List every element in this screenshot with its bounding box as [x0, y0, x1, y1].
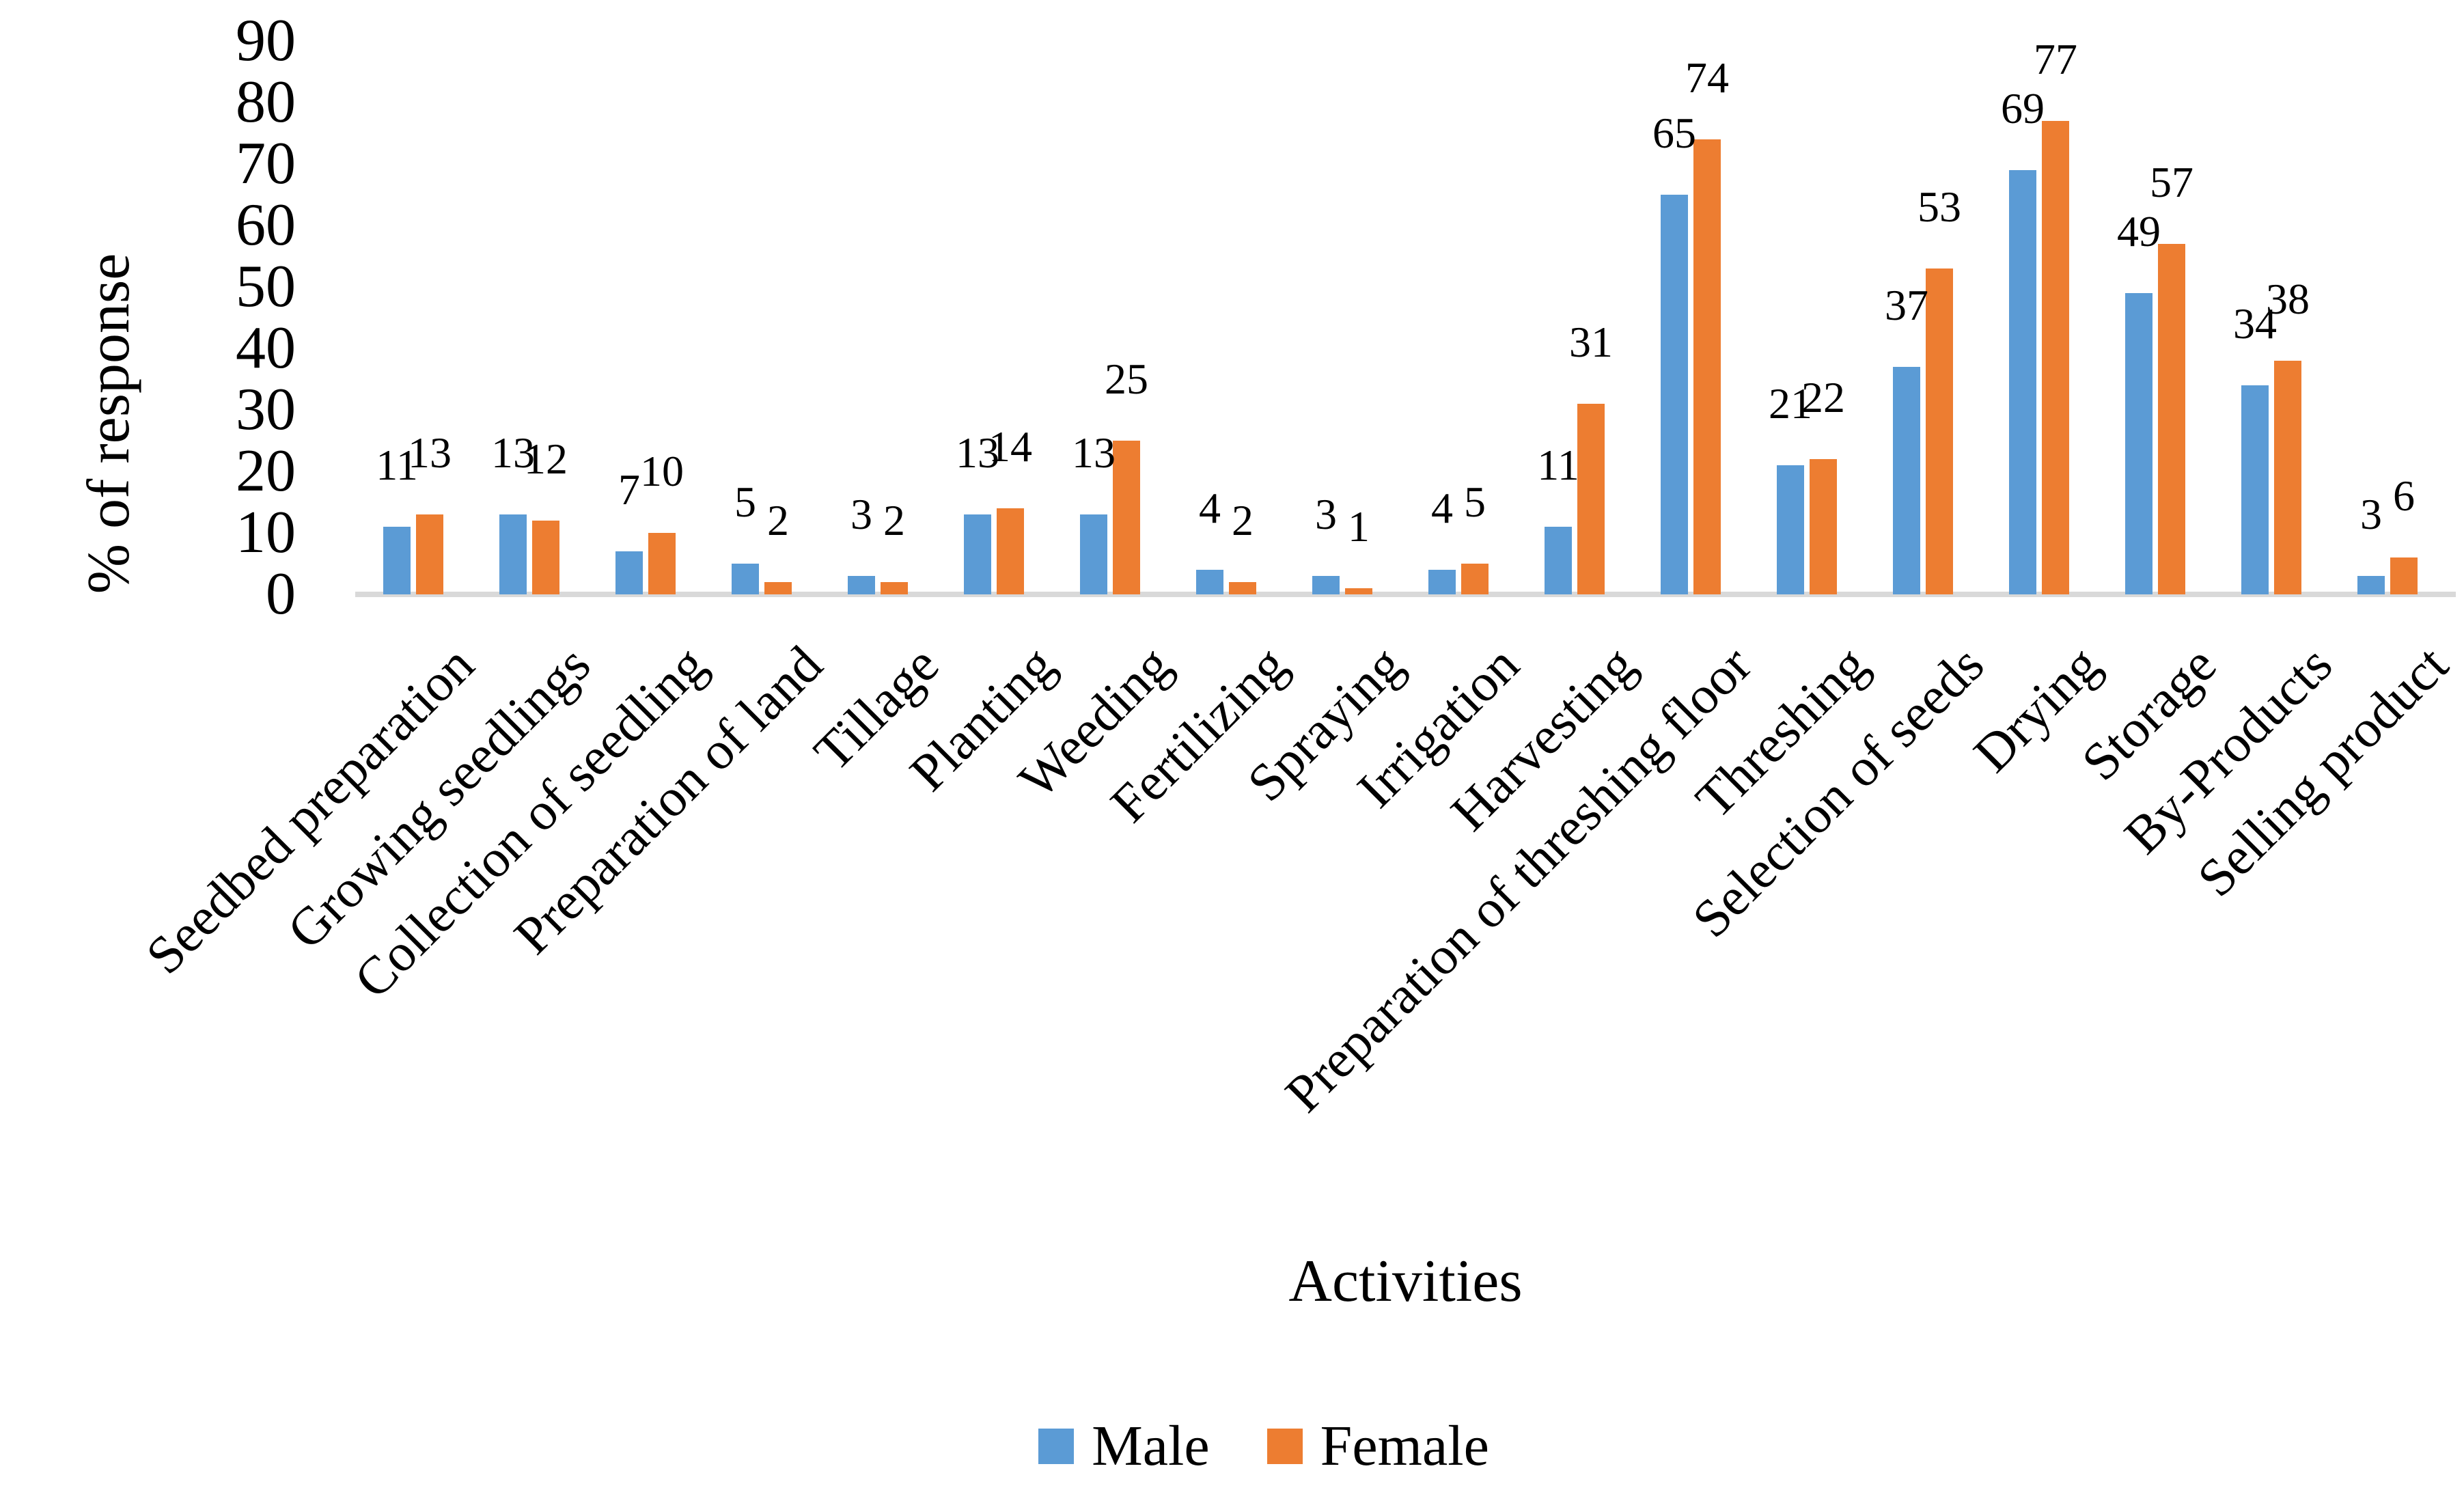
data-label-female: 38	[2266, 275, 2310, 323]
bar-male	[615, 551, 643, 594]
legend-label-female: Female	[1320, 1414, 1489, 1478]
data-label-male: 69	[2001, 84, 2045, 133]
bar-female	[1461, 564, 1489, 594]
bar-female	[1229, 582, 1256, 594]
bar-female	[1577, 404, 1605, 594]
bar-male	[1080, 514, 1107, 594]
data-label-female: 5	[1464, 478, 1486, 526]
bar-male	[1428, 570, 1456, 594]
bar-male	[1196, 570, 1223, 594]
bar-female	[416, 514, 443, 594]
bar-female	[2274, 361, 2301, 594]
y-axis-title: % of response	[76, 253, 142, 594]
bar-male	[848, 576, 875, 594]
y-tick-label: 40	[236, 315, 296, 381]
bar-female	[648, 533, 676, 594]
y-tick-label: 0	[266, 561, 296, 627]
y-tick-label: 90	[236, 8, 296, 74]
data-label-female: 2	[883, 496, 905, 545]
x-axis-line	[355, 592, 2456, 597]
bar-female	[764, 582, 792, 594]
data-label-male: 4	[1431, 484, 1453, 532]
data-label-male: 3	[1315, 490, 1337, 538]
data-label-male: 11	[1537, 441, 1579, 489]
bar-female	[997, 508, 1024, 594]
bar-female	[1693, 139, 1721, 594]
bar-male	[1312, 576, 1340, 594]
data-label-male: 5	[734, 478, 756, 526]
data-label-female: 2	[1232, 496, 1254, 545]
data-label-female: 6	[2393, 471, 2415, 520]
bar-male	[2125, 293, 2152, 594]
bar-male	[499, 514, 527, 594]
bar-female	[532, 521, 559, 594]
x-axis-title: Activities	[1288, 1248, 1523, 1314]
data-label-female: 14	[988, 422, 1032, 471]
legend-label-male: Male	[1092, 1414, 1210, 1478]
bar-male	[2357, 576, 2385, 594]
bar-female	[881, 582, 908, 594]
data-label-female: 13	[408, 428, 452, 477]
data-label-male: 13	[956, 428, 999, 477]
data-label-female: 1	[1348, 502, 1370, 551]
data-label-male: 34	[2233, 299, 2277, 348]
legend: Male Female	[0, 1416, 2464, 1477]
bar-male	[964, 514, 991, 594]
data-label-male: 13	[1072, 428, 1116, 477]
data-label-female: 77	[2034, 35, 2077, 83]
data-label-female: 10	[640, 447, 684, 495]
bar-male	[2009, 170, 2036, 594]
data-label-male: 37	[1885, 281, 1928, 329]
bar-female	[1926, 268, 1953, 594]
y-tick-label: 10	[236, 499, 296, 566]
data-label-male: 7	[618, 465, 640, 514]
female-series-swatch-icon	[1266, 1429, 1303, 1464]
bar-female	[2158, 244, 2185, 594]
y-tick-label: 70	[236, 130, 296, 197]
data-label-male: 11	[376, 441, 418, 489]
y-tick-label: 50	[236, 253, 296, 320]
bar-male	[732, 564, 759, 594]
data-label-female: 53	[1918, 182, 1961, 231]
bar-male	[1545, 527, 1572, 594]
y-tick-label: 80	[236, 69, 296, 135]
male-series-swatch-icon	[1038, 1429, 1075, 1464]
bar-female	[1810, 459, 1837, 594]
legend-entry-male: Male	[1038, 1416, 1210, 1477]
data-label-female: 12	[524, 435, 568, 483]
bar-male	[383, 527, 411, 594]
data-label-male: 4	[1199, 484, 1221, 532]
data-label-male: 49	[2117, 207, 2161, 256]
bar-male	[1777, 465, 1804, 594]
data-label-female: 74	[1685, 53, 1729, 102]
y-tick-label: 20	[236, 438, 296, 504]
bar-male	[2241, 385, 2269, 594]
bar-female	[1345, 588, 1372, 594]
bar-female	[2042, 121, 2069, 594]
data-label-male: 21	[1769, 379, 1812, 428]
data-label-male: 13	[491, 428, 535, 477]
data-label-female: 22	[1801, 373, 1845, 422]
bar-male	[1893, 367, 1920, 594]
bar-female	[1113, 441, 1140, 594]
data-label-female: 25	[1105, 355, 1148, 403]
y-tick-label: 60	[236, 192, 296, 258]
y-tick-label: 30	[236, 376, 296, 443]
data-label-female: 31	[1569, 318, 1613, 366]
bar-male	[1661, 195, 1688, 594]
data-label-male: 65	[1652, 109, 1696, 157]
data-label-male: 3	[850, 490, 872, 538]
data-label-male: 3	[2360, 490, 2382, 538]
bar-female	[2390, 557, 2418, 594]
legend-entry-female: Female	[1266, 1414, 1489, 1478]
data-label-female: 57	[2150, 158, 2193, 206]
data-label-female: 2	[767, 496, 789, 545]
